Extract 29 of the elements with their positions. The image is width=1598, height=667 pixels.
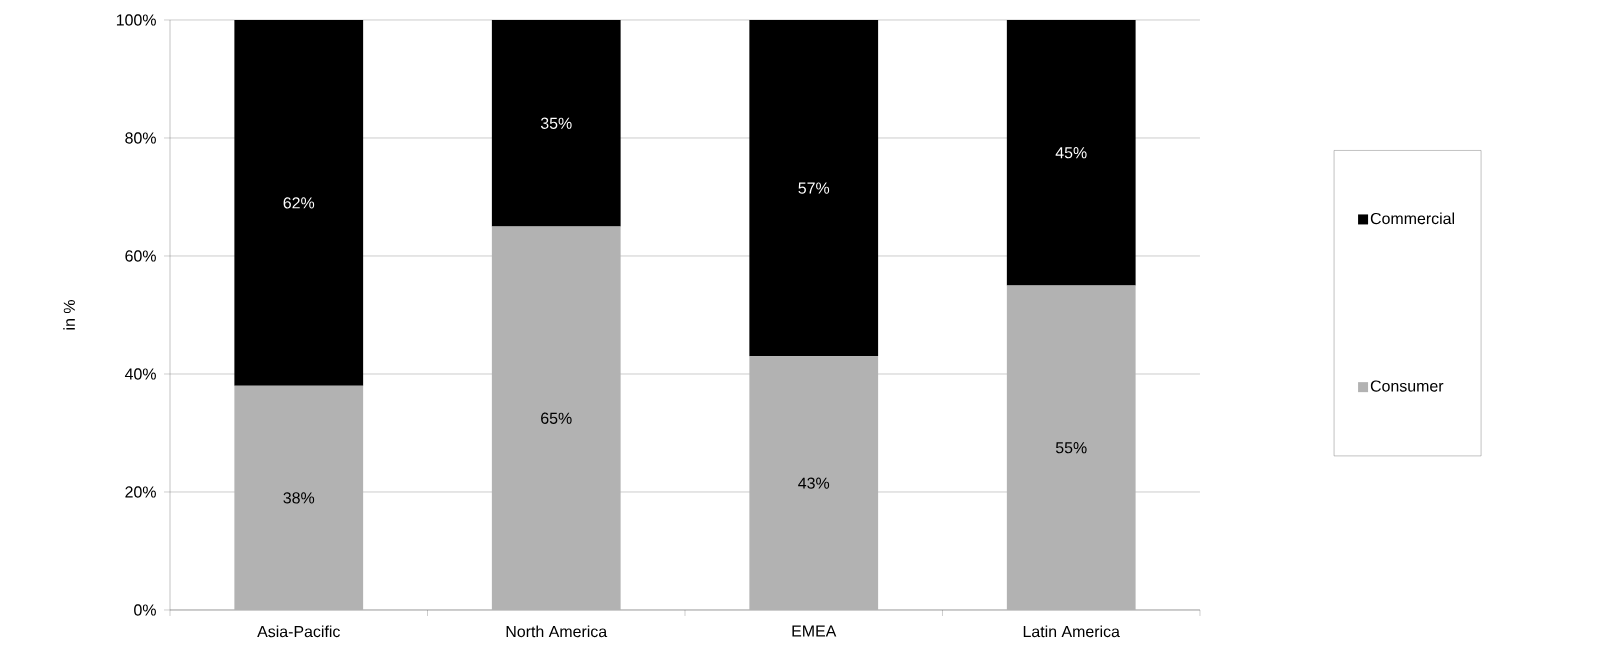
data-label: 35%	[540, 117, 572, 129]
y-tick-label: 60%	[125, 250, 156, 262]
x-tick-label: North America	[506, 625, 608, 638]
bar	[749, 19, 879, 357]
data-label: 62%	[283, 197, 315, 209]
legend-label: Consumer	[1370, 380, 1444, 392]
bar	[491, 226, 621, 610]
bar	[1006, 285, 1136, 610]
data-label: 55%	[1055, 442, 1087, 454]
y-tick-label: 100%	[116, 14, 156, 26]
y-tick-label: 80%	[125, 132, 156, 144]
x-tick-label: Asia-Pacific	[257, 625, 340, 638]
bar	[1006, 19, 1136, 286]
bar	[749, 356, 879, 610]
x-tick-label: Latin America	[1023, 625, 1120, 638]
y-axis-title: in %	[63, 300, 75, 330]
bar	[234, 385, 364, 610]
bar	[491, 19, 621, 227]
y-tick-label: 40%	[124, 368, 156, 380]
y-tick-label: 20%	[125, 486, 156, 498]
data-label: 57%	[798, 182, 830, 194]
x-tick-label: EMEA	[792, 625, 837, 637]
data-label: 43%	[798, 477, 830, 489]
bar	[234, 19, 364, 386]
data-label: 38%	[283, 492, 315, 504]
data-label: 45%	[1055, 147, 1087, 159]
legend-label: Commercial	[1370, 212, 1454, 225]
y-tick-label: 0%	[134, 604, 156, 616]
data-label: 65%	[541, 412, 572, 424]
